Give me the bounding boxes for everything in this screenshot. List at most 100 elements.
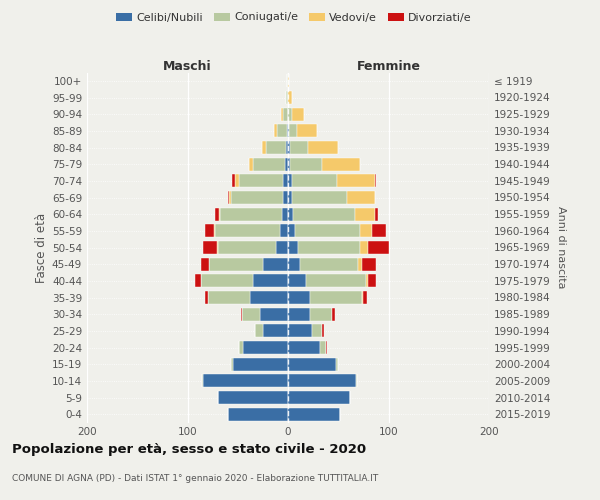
Bar	[310, 291, 362, 304]
Bar	[332, 308, 335, 320]
Bar	[361, 224, 373, 237]
Bar	[209, 258, 263, 270]
Bar	[203, 374, 288, 388]
Bar	[232, 174, 235, 188]
Bar	[288, 124, 289, 138]
Bar	[242, 308, 260, 320]
Bar	[239, 174, 283, 188]
Bar	[243, 341, 288, 354]
Bar	[368, 241, 389, 254]
Bar	[290, 158, 322, 170]
Bar	[287, 124, 288, 138]
Bar	[288, 408, 340, 420]
Bar	[368, 274, 376, 287]
Bar	[288, 74, 289, 88]
Bar	[235, 174, 239, 188]
Bar	[283, 108, 288, 120]
Bar	[361, 241, 368, 254]
Bar	[300, 258, 358, 270]
Bar	[288, 291, 310, 304]
Bar	[312, 324, 322, 338]
Bar	[229, 191, 231, 204]
Bar	[298, 241, 361, 254]
Bar	[239, 341, 243, 354]
Bar	[287, 74, 288, 88]
Bar	[288, 324, 312, 338]
Bar	[217, 241, 218, 254]
Text: COMUNE DI AGNA (PD) - Dati ISTAT 1° gennaio 2020 - Elaborazione TUTTITALIA.IT: COMUNE DI AGNA (PD) - Dati ISTAT 1° genn…	[12, 474, 378, 483]
Bar	[322, 158, 361, 170]
Bar	[297, 124, 317, 138]
Bar	[364, 291, 367, 304]
Bar	[320, 341, 326, 354]
Bar	[290, 141, 308, 154]
Bar	[293, 208, 355, 220]
Bar	[347, 191, 376, 204]
Legend: Celibi/Nubili, Coniugati/e, Vedovi/e, Divorziati/e: Celibi/Nubili, Coniugati/e, Vedovi/e, Di…	[112, 8, 476, 27]
Bar	[308, 141, 338, 154]
Bar	[367, 274, 368, 287]
Bar	[288, 308, 310, 320]
Bar	[276, 241, 288, 254]
Bar	[292, 174, 337, 188]
Bar	[205, 224, 214, 237]
Bar	[283, 174, 288, 188]
Bar	[292, 108, 304, 120]
Bar	[358, 258, 362, 270]
Bar	[288, 258, 300, 270]
Bar	[288, 174, 292, 188]
Bar	[336, 358, 338, 370]
Bar	[214, 224, 215, 237]
Bar	[280, 224, 288, 237]
Y-axis label: Fasce di età: Fasce di età	[35, 212, 48, 282]
Bar	[262, 141, 266, 154]
Bar	[253, 158, 285, 170]
Bar	[228, 191, 229, 204]
Bar	[362, 258, 376, 270]
Bar	[205, 291, 208, 304]
Bar	[253, 274, 288, 287]
Text: Popolazione per età, sesso e stato civile - 2020: Popolazione per età, sesso e stato civil…	[12, 442, 366, 456]
Bar	[218, 208, 220, 220]
Bar	[288, 274, 306, 287]
Bar	[355, 208, 376, 220]
Bar	[288, 91, 292, 104]
Bar	[373, 224, 386, 237]
Bar	[200, 274, 253, 287]
Bar	[203, 241, 217, 254]
Bar	[231, 191, 283, 204]
Bar	[376, 208, 379, 220]
Bar	[288, 358, 336, 370]
Bar	[306, 274, 367, 287]
Text: Femmine: Femmine	[356, 60, 421, 72]
Bar	[282, 208, 288, 220]
Bar	[241, 308, 242, 320]
Bar	[288, 108, 292, 120]
Bar	[255, 324, 263, 338]
Bar	[263, 324, 288, 338]
Bar	[218, 391, 288, 404]
Bar	[231, 358, 233, 370]
Y-axis label: Anni di nascita: Anni di nascita	[556, 206, 566, 288]
Bar	[285, 158, 288, 170]
Bar	[286, 141, 288, 154]
Bar	[208, 291, 250, 304]
Bar	[288, 158, 290, 170]
Bar	[249, 158, 253, 170]
Bar	[288, 241, 298, 254]
Bar	[288, 224, 295, 237]
Bar	[362, 291, 364, 304]
Bar	[288, 191, 292, 204]
Bar	[215, 224, 280, 237]
Bar	[233, 358, 288, 370]
Bar	[277, 124, 287, 138]
Bar	[326, 341, 327, 354]
Text: Maschi: Maschi	[163, 60, 212, 72]
Bar	[322, 324, 324, 338]
Bar	[356, 374, 358, 388]
Bar	[288, 341, 320, 354]
Bar	[283, 191, 288, 204]
Bar	[202, 374, 203, 388]
Bar	[260, 308, 288, 320]
Bar	[250, 291, 288, 304]
